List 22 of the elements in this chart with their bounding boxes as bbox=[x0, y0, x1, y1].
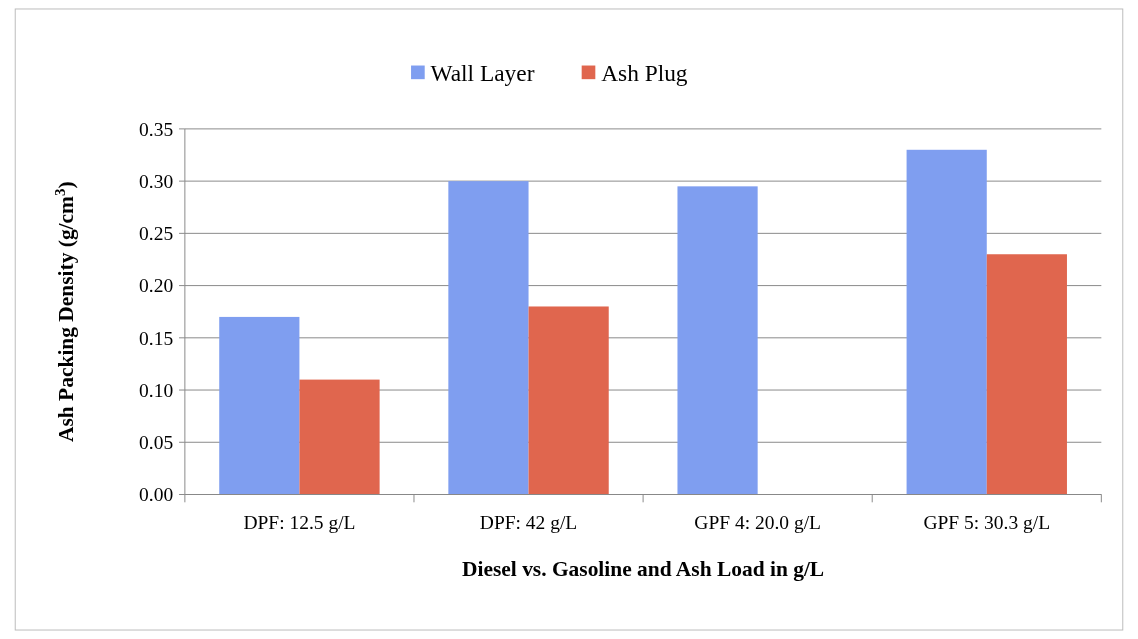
x-tick-label: DPF: 42 g/L bbox=[479, 511, 578, 533]
y-tick-label: 0.35 bbox=[139, 118, 174, 140]
bar bbox=[219, 316, 300, 495]
y-tick-label: 0.20 bbox=[139, 275, 174, 297]
legend-label: Wall Layer bbox=[430, 59, 535, 86]
y-tick-label: 0.05 bbox=[139, 432, 174, 454]
x-axis-title: Diesel vs. Gasoline and Ash Load in g/L bbox=[462, 557, 825, 582]
y-tick-label: 0.15 bbox=[139, 327, 174, 349]
bar bbox=[528, 306, 609, 495]
bar bbox=[986, 254, 1067, 495]
bar bbox=[448, 181, 529, 495]
y-tick-label: 0.30 bbox=[139, 170, 174, 192]
y-tick-label: 0.25 bbox=[139, 223, 174, 245]
y-tick-label: 0.10 bbox=[139, 379, 174, 401]
bar bbox=[299, 379, 380, 495]
legend-label: Ash Plug bbox=[601, 59, 688, 86]
x-tick-label: GPF 5: 30.3 g/L bbox=[923, 511, 1051, 533]
y-tick-label: 0.00 bbox=[139, 484, 174, 506]
bar bbox=[906, 149, 987, 495]
bar bbox=[677, 186, 758, 495]
x-tick-label: DPF: 12.5 g/L bbox=[243, 511, 356, 533]
x-tick-label: GPF 4: 20.0 g/L bbox=[694, 511, 821, 533]
